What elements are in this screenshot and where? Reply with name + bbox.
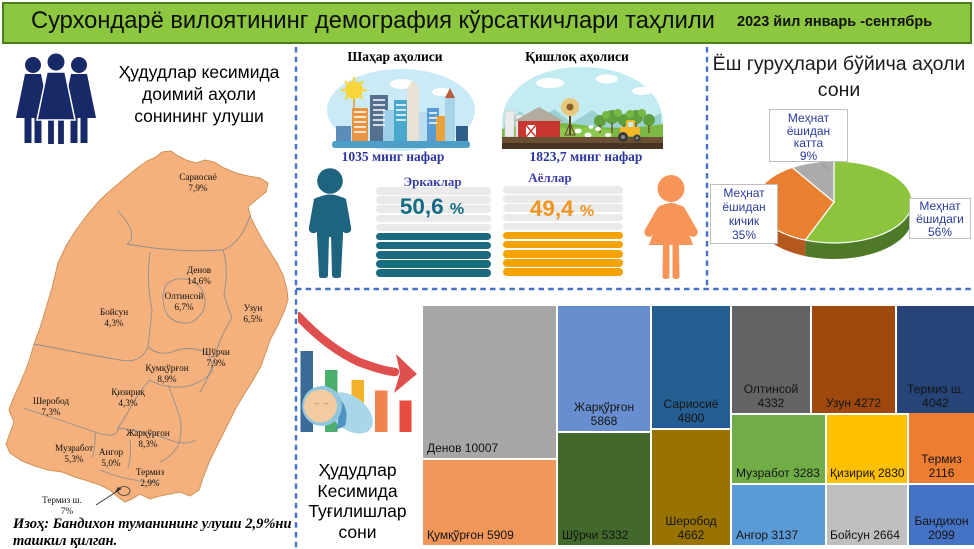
svg-text:Бойсун: Бойсун (100, 307, 128, 317)
svg-text:Шўрчи: Шўрчи (202, 347, 230, 357)
svg-text:Термиз ш.: Термиз ш. (42, 495, 82, 505)
svg-text:4,3%: 4,3% (104, 318, 123, 328)
svg-text:Термиз: Термиз (136, 467, 165, 477)
svg-text:7,9%: 7,9% (188, 183, 207, 193)
svg-text:7,3%: 7,3% (41, 407, 60, 417)
svg-text:5,3%: 5,3% (64, 454, 83, 464)
svg-text:Узун: Узун (244, 303, 263, 313)
svg-text:6,7%: 6,7% (174, 302, 193, 312)
svg-text:Ангор: Ангор (99, 447, 124, 457)
svg-text:Жарқўрғон: Жарқўрғон (126, 428, 170, 438)
svg-text:7%: 7% (61, 506, 74, 516)
svg-text:8,3%: 8,3% (138, 439, 157, 449)
svg-text:2,9%: 2,9% (140, 478, 159, 488)
svg-text:7,9%: 7,9% (206, 358, 225, 368)
svg-text:Олтинсой: Олтинсой (165, 291, 204, 301)
svg-text:5,0%: 5,0% (101, 458, 120, 468)
svg-text:Қизириқ: Қизириқ (111, 387, 145, 397)
svg-text:Сариосиё: Сариосиё (179, 172, 217, 182)
svg-text:Денов: Денов (187, 265, 212, 275)
svg-text:Шеробод: Шеробод (33, 396, 70, 406)
svg-text:4,3%: 4,3% (118, 398, 137, 408)
svg-text:Музработ: Музработ (55, 443, 93, 453)
svg-text:6,5%: 6,5% (243, 314, 262, 324)
svg-text:Қумқўрғон: Қумқўрғон (145, 363, 188, 373)
svg-text:8,9%: 8,9% (157, 374, 176, 384)
svg-text:14,6%: 14,6% (187, 276, 211, 286)
